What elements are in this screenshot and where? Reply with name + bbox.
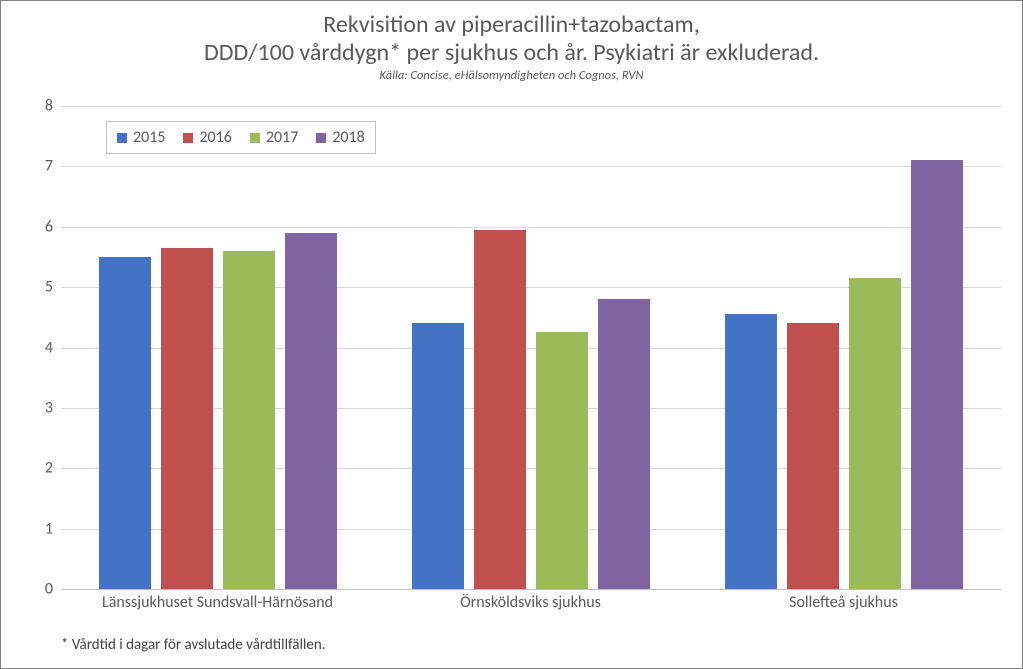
y-tick-label: 8 <box>33 97 53 116</box>
gridline <box>61 227 1001 228</box>
bar <box>787 323 839 589</box>
chart-footnote: * Vårdtid i dagar för avslutade vårdtill… <box>61 636 326 654</box>
bar <box>598 299 650 589</box>
legend-item: 2017 <box>250 128 298 147</box>
legend-swatch <box>250 133 260 143</box>
y-tick-label: 1 <box>33 519 53 538</box>
x-axis-label: Länssjukhuset Sundsvall-Härnösand <box>102 593 333 612</box>
legend: 2015 2016 2017 2018 <box>106 121 376 154</box>
legend-label: 2016 <box>199 128 231 147</box>
y-tick-label: 3 <box>33 398 53 417</box>
bar <box>474 230 526 589</box>
bar <box>725 314 777 589</box>
bar <box>911 160 963 589</box>
legend-swatch <box>117 133 127 143</box>
legend-item: 2016 <box>183 128 231 147</box>
y-tick-label: 5 <box>33 278 53 297</box>
bar <box>161 248 213 589</box>
chart-container: Rekvisition av piperacillin+tazobactam, … <box>0 0 1023 669</box>
title-block: Rekvisition av piperacillin+tazobactam, … <box>1 11 1022 83</box>
bar <box>223 251 275 589</box>
legend-label: 2018 <box>332 128 364 147</box>
chart-title-line2: DDD/100 vårddygn* per sjukhus och år. Ps… <box>1 39 1022 67</box>
bar <box>99 257 151 589</box>
y-tick-label: 0 <box>33 580 53 599</box>
legend-swatch <box>316 133 326 143</box>
y-tick-label: 6 <box>33 217 53 236</box>
legend-item: 2015 <box>117 128 165 147</box>
chart-subtitle: Källa: Concise, eHälsomyndigheten och Co… <box>1 68 1022 83</box>
bar <box>536 332 588 589</box>
x-axis-label: Sollefteå sjukhus <box>789 593 898 612</box>
plot-area <box>61 106 1001 590</box>
gridline <box>61 106 1001 107</box>
legend-item: 2018 <box>316 128 364 147</box>
legend-swatch <box>183 133 193 143</box>
bar <box>849 278 901 589</box>
y-tick-label: 7 <box>33 157 53 176</box>
bar <box>285 233 337 589</box>
bar <box>412 323 464 589</box>
gridline <box>61 166 1001 167</box>
x-axis-label: Örnsköldsviks sjukhus <box>460 593 601 612</box>
legend-label: 2015 <box>133 128 165 147</box>
y-tick-label: 2 <box>33 459 53 478</box>
chart-title-line1: Rekvisition av piperacillin+tazobactam, <box>1 11 1022 39</box>
y-tick-label: 4 <box>33 338 53 357</box>
legend-label: 2017 <box>266 128 298 147</box>
